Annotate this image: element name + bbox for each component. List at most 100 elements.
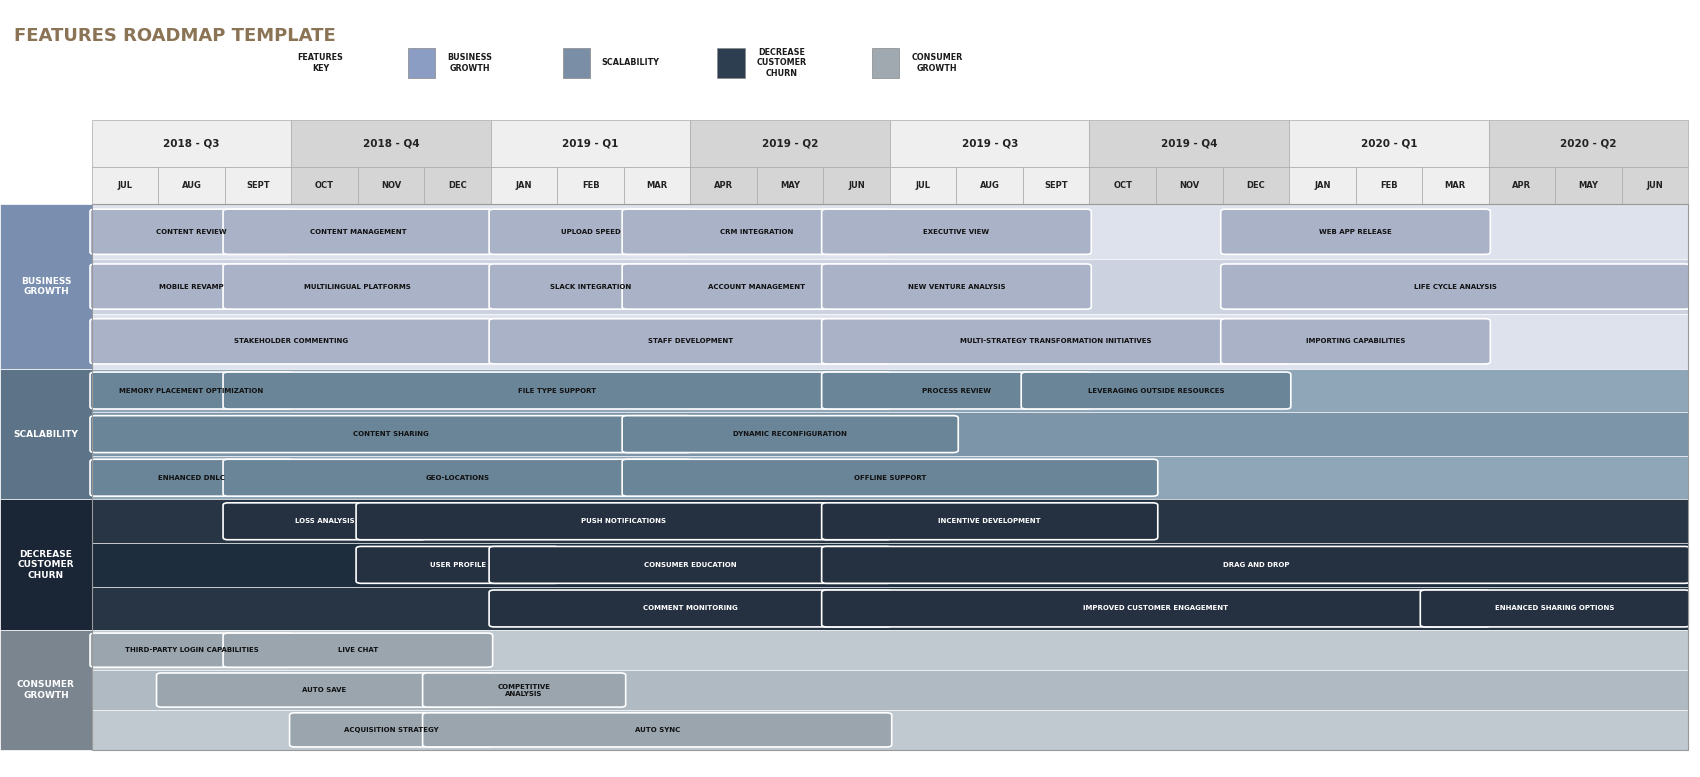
Text: OCT: OCT: [1114, 181, 1132, 190]
FancyBboxPatch shape: [90, 372, 292, 409]
FancyBboxPatch shape: [355, 546, 559, 584]
Text: MEMORY PLACEMENT OPTIMIZATION: MEMORY PLACEMENT OPTIMIZATION: [119, 388, 264, 393]
FancyBboxPatch shape: [891, 120, 1090, 167]
FancyBboxPatch shape: [1556, 167, 1622, 204]
FancyBboxPatch shape: [90, 459, 292, 497]
FancyBboxPatch shape: [821, 503, 1158, 540]
FancyBboxPatch shape: [491, 120, 690, 167]
FancyBboxPatch shape: [821, 319, 1290, 364]
FancyBboxPatch shape: [1156, 167, 1222, 204]
Text: JAN: JAN: [515, 181, 532, 190]
FancyBboxPatch shape: [92, 413, 1688, 456]
FancyBboxPatch shape: [872, 48, 899, 78]
FancyBboxPatch shape: [821, 209, 1091, 254]
FancyBboxPatch shape: [90, 209, 292, 254]
FancyBboxPatch shape: [1489, 120, 1688, 167]
Text: CONSUMER
GROWTH: CONSUMER GROWTH: [911, 54, 962, 72]
FancyBboxPatch shape: [823, 167, 891, 204]
FancyBboxPatch shape: [490, 209, 692, 254]
Text: 2020 - Q1: 2020 - Q1: [1360, 139, 1418, 148]
Text: JUL: JUL: [916, 181, 930, 190]
FancyBboxPatch shape: [90, 319, 493, 364]
FancyBboxPatch shape: [563, 48, 590, 78]
FancyBboxPatch shape: [490, 319, 892, 364]
Text: LIFE CYCLE ANALYSIS: LIFE CYCLE ANALYSIS: [1414, 284, 1496, 290]
FancyBboxPatch shape: [0, 630, 92, 750]
FancyBboxPatch shape: [423, 673, 626, 707]
Text: EXECUTIVE VIEW: EXECUTIVE VIEW: [923, 228, 989, 235]
Text: FEB: FEB: [1380, 181, 1397, 190]
FancyBboxPatch shape: [1221, 319, 1491, 364]
FancyBboxPatch shape: [1090, 120, 1289, 167]
FancyBboxPatch shape: [289, 713, 493, 747]
FancyBboxPatch shape: [92, 204, 1688, 260]
FancyBboxPatch shape: [408, 48, 435, 78]
Text: MAY: MAY: [1578, 181, 1598, 190]
Text: AUTO SAVE: AUTO SAVE: [303, 687, 347, 693]
Text: SEPT: SEPT: [246, 181, 270, 190]
FancyBboxPatch shape: [1221, 209, 1491, 254]
Text: JUL: JUL: [117, 181, 133, 190]
Text: JAN: JAN: [1314, 181, 1331, 190]
Text: SEPT: SEPT: [1044, 181, 1068, 190]
Text: 2019 - Q2: 2019 - Q2: [762, 139, 818, 148]
FancyBboxPatch shape: [717, 48, 745, 78]
Text: LEVERAGING OUTSIDE RESOURCES: LEVERAGING OUTSIDE RESOURCES: [1088, 388, 1224, 393]
FancyBboxPatch shape: [622, 264, 892, 309]
FancyBboxPatch shape: [158, 167, 224, 204]
FancyBboxPatch shape: [821, 590, 1491, 627]
FancyBboxPatch shape: [1023, 167, 1090, 204]
Text: MULTI-STRATEGY TRANSFORMATION INITIATIVES: MULTI-STRATEGY TRANSFORMATION INITIATIVE…: [960, 338, 1153, 344]
Text: CRM INTEGRATION: CRM INTEGRATION: [721, 228, 794, 235]
Text: STAFF DEVELOPMENT: STAFF DEVELOPMENT: [648, 338, 733, 344]
FancyBboxPatch shape: [92, 120, 291, 167]
Text: NOV: NOV: [381, 181, 401, 190]
Text: COMMENT MONITORING: COMMENT MONITORING: [643, 605, 738, 611]
FancyBboxPatch shape: [491, 167, 558, 204]
Text: ACQUISITION STRATEGY: ACQUISITION STRATEGY: [343, 726, 439, 733]
Text: SCALABILITY: SCALABILITY: [14, 430, 78, 438]
Text: SLACK INTEGRATION: SLACK INTEGRATION: [551, 284, 631, 290]
Text: MULTILINGUAL PLATFORMS: MULTILINGUAL PLATFORMS: [304, 284, 411, 290]
FancyBboxPatch shape: [92, 167, 158, 204]
Text: IMPROVED CUSTOMER ENGAGEMENT: IMPROVED CUSTOMER ENGAGEMENT: [1083, 605, 1229, 611]
Text: GEO-LOCATIONS: GEO-LOCATIONS: [425, 475, 490, 481]
Text: USER PROFILE: USER PROFILE: [430, 562, 486, 568]
Text: PROCESS REVIEW: PROCESS REVIEW: [921, 388, 991, 393]
FancyBboxPatch shape: [223, 264, 493, 309]
Text: CONSUMER EDUCATION: CONSUMER EDUCATION: [644, 562, 736, 568]
Text: PUSH NOTIFICATIONS: PUSH NOTIFICATIONS: [581, 518, 666, 524]
Text: FEATURES
KEY: FEATURES KEY: [298, 54, 343, 72]
FancyBboxPatch shape: [223, 633, 493, 667]
Text: CONTENT SHARING: CONTENT SHARING: [354, 431, 428, 437]
FancyBboxPatch shape: [957, 167, 1023, 204]
FancyBboxPatch shape: [223, 459, 692, 497]
Text: MOBILE REVAMP: MOBILE REVAMP: [160, 284, 224, 290]
Text: DECREASE
CUSTOMER
CHURN: DECREASE CUSTOMER CHURN: [17, 550, 75, 580]
Text: 2018 - Q3: 2018 - Q3: [163, 139, 219, 148]
Text: OFFLINE SUPPORT: OFFLINE SUPPORT: [853, 475, 926, 481]
Text: DECREASE
CUSTOMER
CHURN: DECREASE CUSTOMER CHURN: [756, 48, 806, 78]
Text: JUN: JUN: [1647, 181, 1663, 190]
FancyBboxPatch shape: [1022, 372, 1290, 409]
Text: APR: APR: [1513, 181, 1532, 190]
Text: ENHANCED DNLC: ENHANCED DNLC: [158, 475, 224, 481]
FancyBboxPatch shape: [1221, 264, 1690, 309]
Text: 2019 - Q1: 2019 - Q1: [563, 139, 619, 148]
Text: LIVE CHAT: LIVE CHAT: [338, 647, 377, 653]
Text: THIRD-PARTY LOGIN CAPABILITIES: THIRD-PARTY LOGIN CAPABILITIES: [124, 647, 258, 653]
FancyBboxPatch shape: [90, 264, 292, 309]
FancyBboxPatch shape: [490, 590, 892, 627]
Text: DEC: DEC: [449, 181, 468, 190]
FancyBboxPatch shape: [624, 167, 690, 204]
FancyBboxPatch shape: [690, 120, 891, 167]
Text: DYNAMIC RECONFIGURATION: DYNAMIC RECONFIGURATION: [733, 431, 847, 437]
Text: NOV: NOV: [1180, 181, 1200, 190]
Text: DEC: DEC: [1246, 181, 1265, 190]
FancyBboxPatch shape: [1090, 167, 1156, 204]
FancyBboxPatch shape: [622, 459, 1158, 497]
Text: MAR: MAR: [646, 181, 668, 190]
FancyBboxPatch shape: [1289, 120, 1489, 167]
FancyBboxPatch shape: [92, 670, 1688, 710]
FancyBboxPatch shape: [0, 369, 92, 500]
